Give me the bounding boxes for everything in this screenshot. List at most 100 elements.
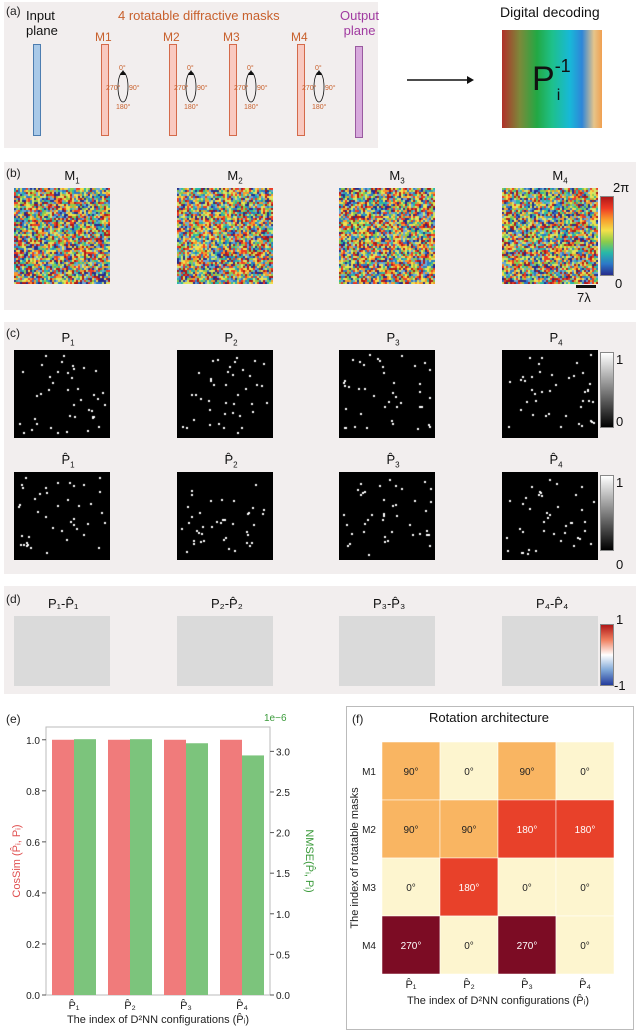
mask-label-1: M1 xyxy=(95,30,112,44)
rotation-indicator-2: 0° 270° 90° 180° xyxy=(174,64,208,111)
pattern-title-main: P xyxy=(386,330,396,345)
diff-map-1 xyxy=(14,616,110,686)
left-tick-label: 0.6 xyxy=(26,838,40,849)
heatmap-value-2-2: 90° xyxy=(461,825,476,836)
scale-bar-label: 7λ xyxy=(577,290,591,305)
chart-f: Rotation architecture M1 90° 0° 90° 0° M2 90° 90… xyxy=(349,710,615,1007)
diff-colorbar-bottom: -1 xyxy=(614,678,626,693)
pattern-image-r2-3 xyxy=(339,472,435,560)
pattern-title-sub: 2 xyxy=(233,460,238,470)
phase-mask-title-sub: 4 xyxy=(563,176,568,186)
chart-e-ylabel-right: NMSE(P̂ᵢ, Pᵢ) xyxy=(303,829,317,892)
heatmap-value-3-4: 0° xyxy=(580,883,590,894)
output-plane xyxy=(355,46,363,138)
category-label-3: P̂₃ xyxy=(180,998,192,1012)
phase-mask-title-sub: 1 xyxy=(75,176,80,186)
heatmap-value-2-4: 180° xyxy=(575,825,596,836)
heatmap-value-2-3: 180° xyxy=(517,825,538,836)
pattern-title-main: P xyxy=(549,330,559,345)
heatmap-cell-2-2 xyxy=(439,799,499,859)
phase-colorbar-top: 2π xyxy=(613,180,630,195)
heatmap-cell-3-2 xyxy=(439,857,499,917)
input-plane-label-line2: plane xyxy=(26,23,58,38)
right-tick-label: 3.0 xyxy=(276,747,290,758)
output-plane-label-line1: Output xyxy=(340,8,380,23)
decoding-title: Digital decoding xyxy=(500,4,600,20)
pattern-title-sub: 4 xyxy=(558,460,563,470)
nmse-bar-4 xyxy=(242,755,264,995)
diff-title-3: P₃-P̂₃ xyxy=(373,596,406,611)
phase-mask-title-sub: 3 xyxy=(400,176,405,186)
mask-plane-4 xyxy=(297,44,305,136)
scale-bar xyxy=(576,285,596,288)
chart-e-xlabel: The index of D²NN configurations (P̂ᵢ) xyxy=(67,1012,249,1026)
heatmap-value-1-3: 90° xyxy=(519,767,534,778)
diff-title-1: P₁-P̂₁ xyxy=(48,596,79,611)
angle-top: 0° xyxy=(247,64,254,72)
heatmap-cell-4-1 xyxy=(381,915,441,975)
heatmap-value-4-4: 0° xyxy=(580,941,590,952)
diff-map-4 xyxy=(502,616,598,686)
angle-left: 270° xyxy=(174,84,189,92)
nmse-bar-2 xyxy=(130,739,152,995)
chart-f-title: Rotation architecture xyxy=(429,710,549,725)
intensity-colorbar-top-min: 0 xyxy=(616,414,624,429)
pattern-title-r2-2: P̂2 xyxy=(201,452,261,470)
mask-label-2: M2 xyxy=(163,30,180,44)
phase-mask-title-main: M xyxy=(64,168,76,183)
intensity-colorbar-top xyxy=(600,352,614,428)
chart-f-xlabel: The index of D²NN configurations (P̂ᵢ) xyxy=(407,993,589,1007)
cossim-bar-2 xyxy=(108,739,130,995)
heatmap-cell-4-2 xyxy=(439,915,499,975)
intensity-colorbar-bottom-min: 0 xyxy=(616,557,624,572)
angle-bottom: 180° xyxy=(184,103,199,111)
heatmap-cell-1-2 xyxy=(439,741,499,801)
diff-map-3 xyxy=(339,616,435,686)
col-label-3: P̂₃ xyxy=(521,977,533,991)
pattern-title-sub: 1 xyxy=(70,460,75,470)
angle-right: 90° xyxy=(257,84,268,92)
pattern-title-sub: 3 xyxy=(395,460,400,470)
heatmap-cell-3-4 xyxy=(555,857,615,917)
phase-mask-title-main: M xyxy=(227,168,239,183)
output-plane-label-line2: plane xyxy=(343,23,376,38)
phase-mask-title-sub: 2 xyxy=(238,176,243,186)
category-label-2: P̂₂ xyxy=(124,998,136,1012)
pattern-title-r2-1: P̂1 xyxy=(38,452,98,470)
intensity-colorbar-bottom-max: 1 xyxy=(616,475,624,490)
row-label-2: M2 xyxy=(362,825,376,836)
pattern-title-r2-4: P̂4 xyxy=(526,452,586,470)
pattern-title-sub: 2 xyxy=(233,338,238,348)
pattern-title-r1-4: P4 xyxy=(526,330,586,348)
heatmap-value-3-1: 0° xyxy=(406,883,416,894)
nmse-bar-3 xyxy=(186,743,208,995)
heatmap-cell-3-1 xyxy=(381,857,441,917)
chart-e-ylabel-left: CosSim (P̂ᵢ, Pᵢ) xyxy=(9,824,23,897)
cossim-bar-3 xyxy=(164,739,186,995)
rotation-indicator-3: 0° 270° 90° 180° xyxy=(234,64,268,111)
left-tick-label: 0.2 xyxy=(26,940,40,951)
nmse-bar-1 xyxy=(74,739,96,995)
panel-a-label: (a) xyxy=(6,4,21,18)
phase-mask-3 xyxy=(339,188,435,284)
pattern-title-main: P̂ xyxy=(386,452,396,467)
mask-plane-3 xyxy=(229,44,237,136)
pattern-title-main: P̂ xyxy=(224,452,234,467)
col-label-1: P̂₁ xyxy=(405,977,416,991)
arrow-to-decoding xyxy=(407,76,474,84)
rotation-indicator-4: 0° 270° 90° 180° xyxy=(302,64,336,111)
angle-left: 270° xyxy=(302,84,317,92)
heatmap-value-3-3: 0° xyxy=(522,883,532,894)
output-plane-label: Output plane xyxy=(340,8,379,38)
decoding-sup: -1 xyxy=(554,56,571,76)
pattern-title-sub: 3 xyxy=(395,338,400,348)
phase-mask-4 xyxy=(502,188,598,284)
mask-label-4: M4 xyxy=(291,30,308,44)
rotation-arrow-icon xyxy=(120,70,126,75)
heatmap-cell-2-3 xyxy=(497,799,557,859)
category-label-4: P̂₄ xyxy=(236,998,248,1012)
mask-label-3: M3 xyxy=(223,30,240,44)
pattern-title-sub: 1 xyxy=(70,338,75,348)
decoding-inverse-symbol: P-1 i xyxy=(532,56,574,104)
phase-mask-title-main: M xyxy=(552,168,564,183)
